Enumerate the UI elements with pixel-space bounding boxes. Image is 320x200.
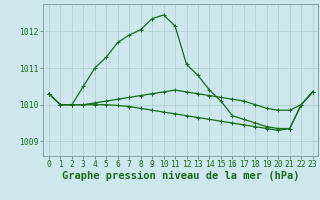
X-axis label: Graphe pression niveau de la mer (hPa): Graphe pression niveau de la mer (hPa) [62, 171, 300, 181]
